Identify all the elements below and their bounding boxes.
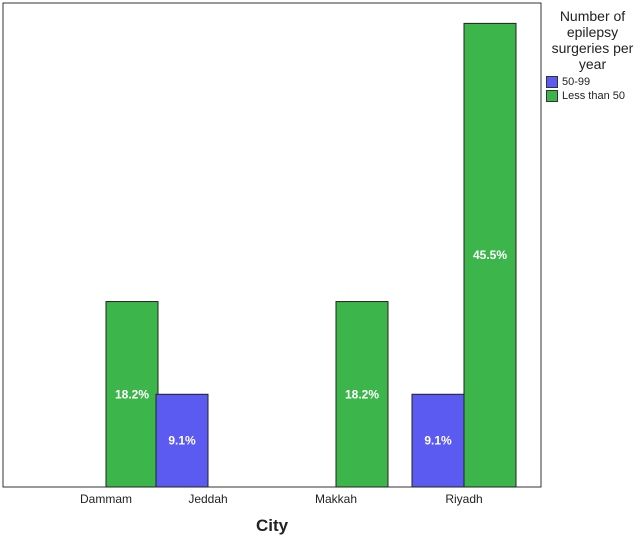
legend-label: Less than 50 — [562, 90, 625, 102]
legend-swatch — [546, 90, 558, 102]
x-ticks-layer: Dammam Jeddah Makkah Riyadh — [80, 492, 483, 506]
legend: Number of epilepsy surgeries per year 50… — [545, 8, 640, 102]
bar-data-label: 9.1% — [168, 434, 196, 448]
x-tick-label: Jeddah — [188, 492, 227, 506]
bars-layer — [105, 22, 517, 488]
x-axis-title: City — [256, 516, 289, 535]
legend-swatch — [546, 76, 558, 88]
bar-riyadh-less-than-50 — [463, 22, 517, 488]
legend-item: Less than 50 — [546, 90, 640, 102]
bar-makkah-less-than-50 — [335, 301, 389, 488]
bar-data-label: 9.1% — [424, 434, 452, 448]
legend-label: 50-99 — [562, 76, 591, 88]
bar-jeddah-50-99 — [155, 393, 209, 488]
bar-data-label: 18.2% — [115, 387, 149, 401]
bar-riyadh-50-99 — [411, 393, 465, 488]
legend-title: Number of epilepsy surgeries per year — [551, 8, 634, 72]
bar-data-label: 45.5% — [473, 248, 507, 262]
bar-data-label: 18.2% — [345, 387, 379, 401]
bar-dammam-less-than-50 — [105, 301, 159, 488]
bar-labels-layer: 18.2% 9.1% 18.2% 9.1% 45.5% — [115, 248, 507, 447]
x-tick-label: Dammam — [80, 492, 132, 506]
legend-item: 50-99 — [546, 76, 640, 88]
x-tick-label: Makkah — [315, 492, 357, 506]
legend-items: 50-99 Less than 50 — [546, 76, 640, 102]
x-tick-label: Riyadh — [445, 492, 482, 506]
